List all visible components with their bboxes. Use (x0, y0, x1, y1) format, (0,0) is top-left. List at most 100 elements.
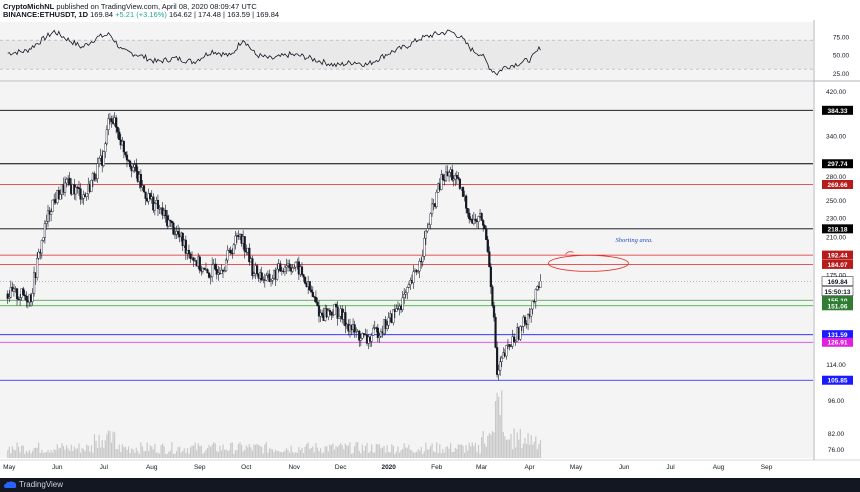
candle-body (96, 163, 99, 179)
time-tick-label: Dec (335, 464, 347, 471)
candle-body (466, 208, 469, 214)
volume-bar (332, 443, 334, 458)
candle-body (116, 127, 119, 133)
volume-bar (295, 452, 297, 458)
volume-bar (383, 445, 385, 458)
volume-bar (214, 443, 216, 458)
price-tag-269.66-bg (822, 179, 853, 189)
candle-body (401, 297, 404, 310)
volume-bar (299, 450, 302, 458)
candle-body (93, 173, 96, 181)
volume-bar (358, 450, 360, 458)
volume-bar (127, 446, 130, 458)
candle-body (429, 213, 432, 225)
candle-body (344, 312, 347, 327)
volume-bar (496, 392, 498, 458)
candle-body (115, 117, 118, 128)
price-tag-184.07-bg (822, 259, 853, 269)
candle-body (215, 269, 218, 275)
volume-bar (451, 451, 453, 458)
tradingview-cloud-icon[interactable] (4, 481, 17, 489)
candle-body (472, 218, 475, 224)
volume-bar (166, 453, 168, 458)
candle-body (12, 288, 16, 292)
candle-body (372, 327, 375, 336)
time-tick-label: Jul (100, 464, 109, 471)
candle-body (404, 292, 407, 295)
candle-body (220, 269, 223, 274)
candle-body (310, 289, 313, 293)
candle-body (430, 203, 434, 215)
volume-bar (146, 442, 148, 458)
volume-bar (284, 450, 286, 458)
candle-body (461, 187, 465, 197)
volume-bar (188, 453, 190, 458)
volume-bar (205, 450, 207, 458)
volume-bar (233, 453, 235, 458)
volume-bar (530, 435, 532, 458)
volume-bar (138, 453, 140, 458)
candle-body (303, 277, 307, 284)
candle-body (31, 293, 34, 302)
volume-bar (460, 444, 463, 458)
candle-body (207, 272, 211, 278)
footer-bar: TradingView (0, 478, 860, 492)
volume-bar (290, 445, 292, 458)
volume-bar (185, 452, 187, 458)
volume-bar (423, 451, 425, 458)
candle-body (407, 284, 410, 288)
volume-bar (202, 453, 204, 458)
price-chart[interactable]: 75.00 50.00 25.00 420.00 340.00 280.00 250.00 2… (0, 20, 860, 478)
candle-body (156, 200, 160, 209)
tradingview-brand[interactable]: TradingView (19, 480, 64, 489)
volume-bar (318, 451, 320, 458)
rsi-tick-label: 75.00 (833, 35, 850, 42)
volume-bar (110, 442, 113, 458)
volume-bar (282, 451, 284, 458)
price-tag-218.18: 218.18 (828, 226, 848, 233)
symbol-info: BINANCE:ETHUSDT, 1D 169.84 +5.21 (+3.16%… (3, 10, 279, 19)
volume-bar (350, 453, 353, 458)
volume-bar (329, 444, 331, 458)
volume-bar (510, 433, 512, 458)
last-price: 169.84 (90, 10, 114, 19)
price-tick-label: 76.00 (828, 447, 845, 454)
volume-bar (346, 445, 348, 458)
volume-bar (39, 452, 41, 458)
price-tick-label: 82.00 (828, 431, 845, 438)
volume-bar (414, 452, 416, 458)
candle-body (520, 325, 523, 328)
volume-bar (124, 446, 127, 458)
candle-body (276, 268, 279, 280)
volume-bar (338, 444, 340, 458)
volume-bar (137, 451, 139, 458)
volume-bar (535, 436, 537, 458)
volume-bar (236, 450, 238, 458)
candle-body (308, 281, 311, 291)
volume-bar (242, 451, 244, 458)
volume-bar (519, 429, 521, 458)
volume-bar (465, 445, 467, 458)
volume-bar (412, 452, 415, 458)
candle-body (497, 369, 500, 375)
candle-body (384, 319, 387, 329)
volume-bar (191, 445, 193, 458)
candle-body (444, 171, 448, 182)
volume-bar (459, 444, 461, 458)
candle-body (132, 166, 135, 172)
volume-bar (157, 452, 159, 458)
volume-bar (75, 448, 77, 458)
price-tick-label: 280.00 (826, 174, 846, 181)
candle-body (9, 286, 12, 298)
countdown-tag: 15:50:13 (824, 289, 850, 296)
candle-body (531, 300, 534, 310)
volume-bar (234, 450, 236, 458)
price-tag-131.59-bg (822, 330, 853, 340)
candle-body (440, 174, 443, 190)
volume-bar (200, 445, 202, 458)
volume-bar (93, 434, 96, 458)
candle-body (468, 212, 471, 220)
volume-bar (98, 434, 100, 458)
candle-body (59, 194, 62, 200)
candle-body (392, 309, 395, 324)
